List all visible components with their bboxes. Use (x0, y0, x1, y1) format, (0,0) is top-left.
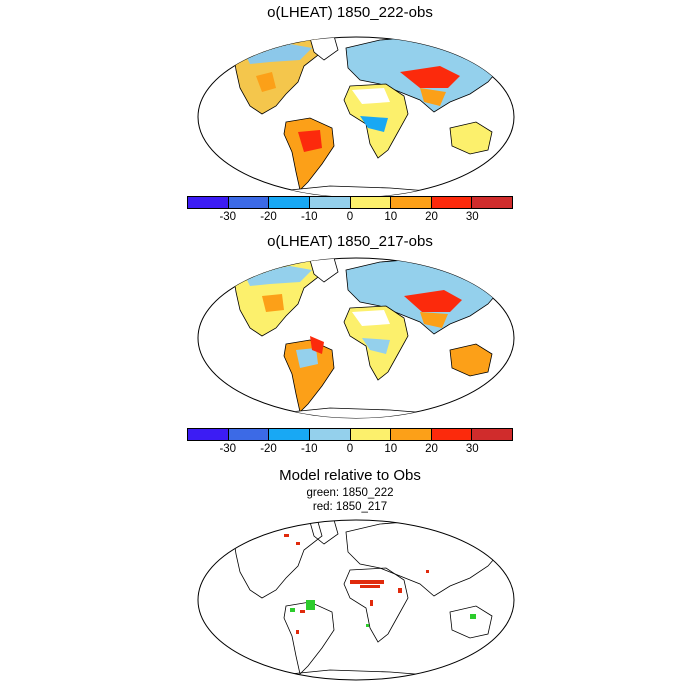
red-mark (284, 534, 289, 537)
red-mark (300, 610, 305, 613)
colorbar-swatch (391, 197, 432, 208)
panel2-colorbar (187, 428, 513, 441)
red-mark (426, 570, 429, 573)
red-mark (296, 630, 299, 634)
australia (449, 343, 493, 377)
colorbar-swatch (431, 429, 473, 440)
red-mark (360, 585, 380, 588)
colorbar-swatch (431, 197, 473, 208)
antarctica (269, 669, 441, 677)
panel3-legend-red: red: 1850_217 (312, 501, 388, 513)
colorbar-swatch (188, 429, 229, 440)
red-mark (370, 600, 373, 606)
colorbar-swatch (188, 197, 229, 208)
tick-label: 30 (465, 211, 479, 223)
colorbar-swatch (350, 197, 392, 208)
colorbar-swatch (269, 197, 310, 208)
green-mark (290, 608, 295, 612)
green-mark (306, 600, 315, 610)
panel2-title: o(LHEAT) 1850_217-obs (267, 233, 433, 250)
tick-label: -30 (219, 211, 237, 223)
australia (449, 605, 493, 639)
colorbar-swatch (350, 429, 392, 440)
red-mark (350, 580, 384, 584)
australia (449, 121, 493, 155)
red-mark (398, 588, 402, 593)
colorbar-swatch (228, 197, 270, 208)
panel3-legend-green: green: 1850_222 (306, 487, 394, 499)
panel2-colorbar-ticks: -30 -20 -10 0 10 20 30 (187, 443, 513, 457)
tick-label: 20 (425, 211, 438, 223)
tick-label: 10 (384, 211, 398, 223)
colorbar-swatch (391, 429, 432, 440)
panel1-colorbar (187, 196, 513, 209)
panel3-map (197, 519, 515, 681)
colorbar-swatch (228, 429, 270, 440)
tick-label: 0 (346, 443, 354, 455)
tick-label: -20 (260, 211, 277, 223)
tick-label: -10 (300, 211, 318, 223)
greenland (309, 37, 339, 61)
colorbar-swatch (472, 429, 512, 440)
tick-label: -10 (300, 443, 318, 455)
tick-label: -30 (219, 443, 237, 455)
panel1-title: o(LHEAT) 1850_222-obs (267, 4, 433, 21)
south-america (283, 601, 335, 675)
colorbar-swatch (472, 197, 512, 208)
panel1-colorbar-ticks: -30 -20 -10 0 10 20 30 (187, 211, 513, 225)
south-america (283, 339, 335, 413)
tick-label: -20 (260, 443, 277, 455)
tick-label: 0 (346, 211, 354, 223)
difference-marks (284, 534, 476, 634)
green-mark (470, 614, 476, 619)
panel2-map (197, 257, 515, 419)
panel3-title: Model relative to Obs (279, 467, 421, 484)
colorbar-swatch (309, 197, 351, 208)
colorbar-swatch (269, 429, 310, 440)
south-america (283, 117, 335, 191)
green-mark (366, 624, 369, 627)
tick-label: 10 (384, 443, 398, 455)
colorbar-swatch (309, 429, 351, 440)
panel1-map (197, 36, 515, 198)
tick-label: 30 (465, 443, 479, 455)
africa (343, 567, 409, 643)
red-mark (296, 542, 300, 545)
tick-label: 20 (425, 443, 438, 455)
